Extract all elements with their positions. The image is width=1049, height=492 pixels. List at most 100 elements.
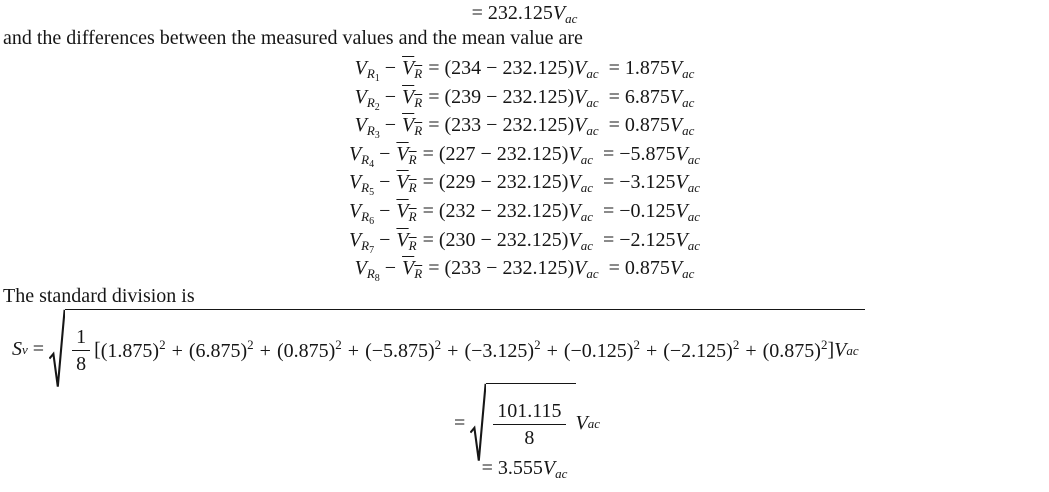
plus-icon: + xyxy=(447,340,459,362)
r-symbol: R xyxy=(361,151,370,167)
minus-icon: − xyxy=(384,114,397,137)
equals-icon: = xyxy=(453,411,466,434)
radicand: 1 8 [ +(1.875)2+(6.875)2+(0.875)2+(−5.87… xyxy=(65,309,865,389)
v-subscript: v xyxy=(22,341,28,357)
v-symbol: V xyxy=(396,199,409,222)
r-symbol: R xyxy=(361,180,370,196)
v-symbol: V xyxy=(834,339,847,361)
difference-result: 0.875 xyxy=(624,257,670,280)
plus-icon: + xyxy=(546,340,558,362)
minus-icon: − xyxy=(379,142,391,165)
fraction: 101.115 8 xyxy=(493,398,566,451)
equals-icon: = xyxy=(422,171,434,194)
radicand: 101.115 8 xyxy=(486,383,576,463)
mean-voltage-symbol: VR xyxy=(401,57,423,80)
ac-subscript: ac xyxy=(687,208,701,224)
ac-subscript: ac xyxy=(555,466,568,481)
square-root: 1 8 [ +(1.875)2+(6.875)2+(0.875)2+(−5.87… xyxy=(49,309,865,389)
squared-term: + (−3.125)2 xyxy=(441,338,540,362)
right-bracket: ] xyxy=(827,339,835,361)
exponent-two: 2 xyxy=(434,337,442,352)
equals-icon: = xyxy=(32,337,45,360)
mean-voltage-symbol: VR xyxy=(401,114,423,137)
difference-expression: (227 − 232.125) xyxy=(438,142,569,165)
r-subscript: R xyxy=(408,151,417,167)
plus-icon: + xyxy=(645,340,658,362)
ac-subscript: ac xyxy=(687,151,701,167)
mean-voltage-symbol: VR xyxy=(395,143,417,167)
v-symbol: V xyxy=(675,171,688,194)
s-symbol: S xyxy=(12,337,22,360)
radical-icon xyxy=(470,383,487,461)
v-symbol: V xyxy=(542,457,556,479)
r-symbol: R xyxy=(361,237,370,253)
ac-subscript: ac xyxy=(580,208,593,224)
ac-subscript: ac xyxy=(846,343,859,358)
squared-term: + (0.875)2 xyxy=(739,337,828,362)
fraction-numerator: 1 xyxy=(72,324,91,351)
v-symbol: V xyxy=(552,2,566,24)
plus-icon: + xyxy=(259,340,271,362)
exponent-two: 2 xyxy=(820,337,828,352)
difference-equation-row: VR5− VR = (229 − 232.125)Vac = −3.125Vac xyxy=(0,170,1049,199)
v-symbol: V xyxy=(675,199,688,222)
difference-equation-row: VR3− VR = (233 − 232.125)Vac = 0.875Vac xyxy=(0,113,1049,142)
difference-result: −0.125 xyxy=(619,199,676,222)
resistor-index: 7 xyxy=(369,244,375,256)
v-symbol: V xyxy=(402,257,415,280)
v-symbol: V xyxy=(348,142,362,165)
resistor-index: 2 xyxy=(374,101,380,113)
minus-icon: − xyxy=(379,171,391,194)
exponent-two: 2 xyxy=(633,337,640,352)
difference-equation-row: VR6− VR = (232 − 232.125)Vac = −0.125Vac xyxy=(0,199,1049,228)
squared-term: + (−0.125)2 xyxy=(541,337,640,362)
v-symbol: V xyxy=(574,257,587,280)
minus-icon: − xyxy=(379,199,391,222)
v-symbol: V xyxy=(675,142,688,165)
ac-subscript: ac xyxy=(587,415,601,431)
r-symbol: R xyxy=(366,123,375,139)
plus-icon: + xyxy=(745,340,757,362)
term-value: (−2.125) xyxy=(663,340,733,362)
term-value: (−3.125) xyxy=(464,340,535,362)
v-symbol: V xyxy=(568,171,581,194)
r-symbol: R xyxy=(366,66,375,81)
v-symbol: V xyxy=(669,85,683,108)
r-subscript: R xyxy=(408,208,417,224)
exponent-two: 2 xyxy=(335,337,342,352)
difference-expression: (234 − 232.125) xyxy=(444,57,575,79)
mean-voltage-symbol: VR xyxy=(395,199,417,224)
difference-result: 6.875 xyxy=(624,85,670,108)
ac-subscript: ac xyxy=(580,151,593,167)
equals-icon: = xyxy=(428,257,440,280)
equals-icon: = xyxy=(608,257,620,280)
equals-icon: = xyxy=(602,171,615,194)
resistor-index: 3 xyxy=(374,130,380,142)
difference-expression: (233 − 232.125) xyxy=(444,114,575,137)
equals-icon: = xyxy=(428,57,440,79)
equals-icon: = xyxy=(602,142,615,165)
resistor-index: 4 xyxy=(369,158,375,170)
difference-equation-row: VR2− VR = (239 − 232.125)Vac = 6.875Vac xyxy=(0,85,1049,114)
resistor-index: 6 xyxy=(369,215,375,227)
ac-subscript: ac xyxy=(687,237,701,253)
v-symbol: V xyxy=(574,114,587,137)
equals-icon: = xyxy=(602,228,615,251)
difference-result: −2.125 xyxy=(619,228,676,251)
minus-icon: − xyxy=(384,257,397,280)
squared-term: + (0.875)2 xyxy=(254,337,342,362)
squared-terms: +(1.875)2+(6.875)2+(0.875)2+(−5.875)2+(−… xyxy=(101,338,828,363)
result-equation: = 3.555Vac xyxy=(0,457,1049,480)
difference-expression: (232 − 232.125) xyxy=(438,199,569,222)
v-symbol: V xyxy=(402,57,415,79)
v-symbol: V xyxy=(402,85,415,108)
difference-expression: (230 − 232.125) xyxy=(438,228,569,251)
r-symbol: R xyxy=(366,94,375,110)
difference-equation-row: VR4− VR = (227 − 232.125)Vac = −5.875Vac xyxy=(0,142,1049,171)
squared-term: + (6.875)2 xyxy=(166,338,254,362)
minus-icon: − xyxy=(384,85,397,108)
ac-subscript: ac xyxy=(687,180,701,196)
ac-subscript: ac xyxy=(586,123,599,139)
v-symbol: V xyxy=(396,171,409,194)
